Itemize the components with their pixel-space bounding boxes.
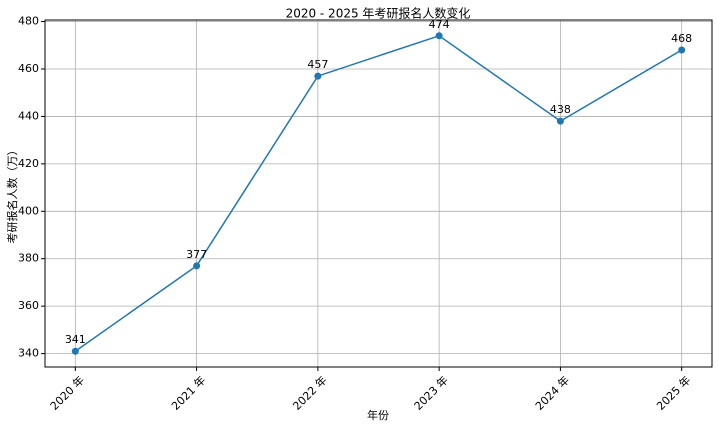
x-axis-label: 年份	[367, 408, 389, 422]
y-axis-label: 考研报名人数（万）	[5, 145, 19, 244]
point	[435, 32, 443, 40]
y-tick-label: 360	[18, 299, 39, 312]
value-label: 438	[550, 103, 571, 116]
line	[74, 34, 683, 352]
y-tick-label: 340	[18, 347, 39, 360]
value-label: 474	[429, 18, 450, 31]
point	[71, 347, 79, 355]
plot-frame	[44, 19, 713, 368]
chart-title: 2020 - 2025 年考研报名人数变化	[286, 6, 471, 21]
y-tick-label: 480	[18, 15, 39, 28]
point	[556, 117, 564, 125]
value-label: 468	[671, 32, 692, 45]
y-tick-label: 400	[18, 204, 39, 217]
value-label: 341	[65, 333, 86, 346]
y-tick-label: 420	[18, 157, 39, 170]
point	[193, 262, 201, 270]
value-label: 457	[307, 58, 328, 71]
point	[314, 72, 322, 80]
point	[678, 46, 686, 54]
value-label: 377	[186, 248, 207, 261]
y-tick-label: 440	[18, 109, 39, 122]
y-tick-label: 460	[18, 62, 39, 75]
y-tick-label: 380	[18, 252, 39, 265]
